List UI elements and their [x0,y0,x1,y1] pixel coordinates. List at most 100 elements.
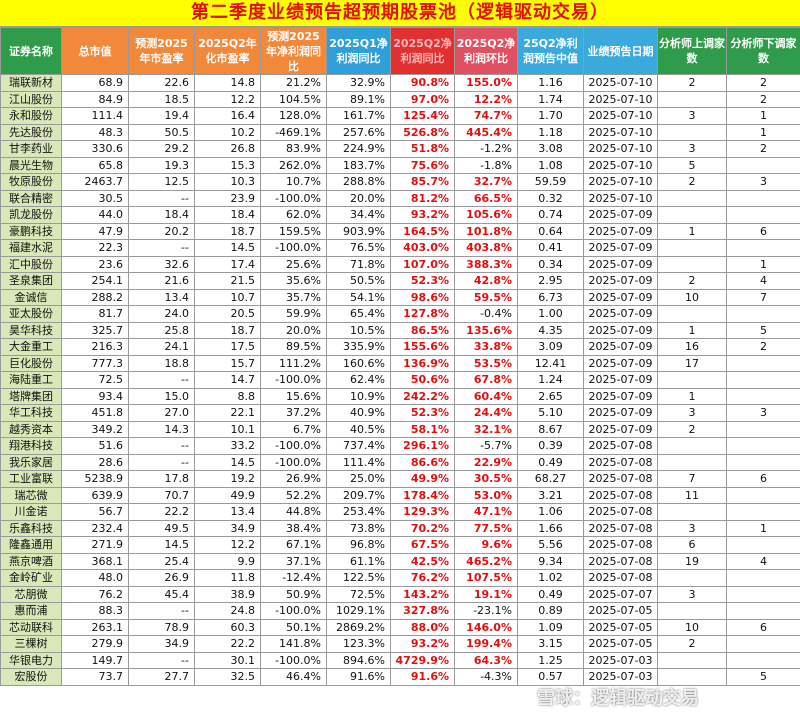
table-cell: 89.1% [326,90,391,108]
table-cell: 2869.2% [326,618,391,636]
table-cell: 14.5 [194,453,261,471]
table-cell: 豪鹏科技 [0,222,62,240]
table-row[interactable]: 华工科技 451.8 27.0 22.1 37.2% 40.9% 52.3% 24.4% 5.1… [0,404,800,422]
table-cell: 107.5% [454,569,518,587]
table-cell: 22.2 [128,503,195,521]
table-cell: 金岭矿业 [0,569,62,587]
table-row[interactable]: 宏股份 73.7 27.7 32.5 46.4% 91.6% 91.6% -4.3% 0.57 2… [0,668,800,686]
table-cell: 4.35 [517,321,584,339]
header-cell[interactable]: 预测2025年市盈率 [128,27,195,75]
table-row[interactable]: 燕京啤酒 368.1 25.4 9.9 37.1% 61.1% 42.5% 465.2% 9.3… [0,552,800,570]
table-row[interactable]: 海陆重工 72.5 -- 14.7 -100.0% 62.4% 50.6% 67.8% 1.24… [0,371,800,389]
table-row[interactable]: 金诚信 288.2 13.4 10.7 35.7% 54.1% 98.6% 59.5% 6.73… [0,288,800,306]
table-cell: 10.2 [194,123,261,141]
table-row[interactable]: 乐鑫科技 232.4 49.5 34.9 38.4% 73.8% 70.2% 77.5% 1.6… [0,519,800,537]
table-row[interactable]: 隆鑫通用 271.9 14.5 12.2 67.1% 96.8% 67.5% 9.6% 5.56… [0,536,800,554]
table-cell [657,305,727,323]
table-cell: 65.8 [61,156,129,174]
table-row[interactable]: 惠而浦 88.3 -- 24.8 -100.0% 1029.1% 327.8% -23.1% 0… [0,602,800,620]
table-cell: 164.5% [390,222,455,240]
table-cell: 11 [657,486,727,504]
table-cell: -100.0% [260,602,327,620]
table-row[interactable]: 凯龙股份 44.0 18.4 18.4 62.0% 34.4% 93.2% 105.6% 0.7… [0,206,800,224]
table-cell: 华工科技 [0,404,62,422]
table-cell: 53.0% [454,486,518,504]
table-cell: 17 [657,354,727,372]
table-row[interactable]: 芯动联科 263.1 78.9 60.3 50.1% 2869.2% 88.0% 146.0%… [0,618,800,636]
table-cell: 2 [657,635,727,653]
table-cell [657,206,727,224]
table-row[interactable]: 晨光生物 65.8 19.3 15.3 262.0% 183.7% 75.6% -1.8% 1.… [0,156,800,174]
table-row[interactable]: 联合精密 30.5 -- 23.9 -100.0% 20.0% 81.2% 66.5% 0.32… [0,189,800,207]
header-cell[interactable]: 2025Q2净利润同比 [390,27,455,75]
table-row[interactable]: 汇中股份 23.6 32.6 17.4 25.6% 71.8% 107.0% 388.3% 0.… [0,255,800,273]
table-row[interactable]: 先达股份 48.3 50.5 10.2 -469.1% 257.6% 526.8% 445.4… [0,123,800,141]
table-row[interactable]: 金岭矿业 48.0 26.9 11.8 -12.4% 122.5% 76.2% 107.5% 1… [0,569,800,587]
table-cell: 23.9 [194,189,261,207]
table-cell: 5238.9 [61,470,129,488]
table-row[interactable]: 圣泉集团 254.1 21.6 21.5 35.6% 50.5% 52.3% 42.8% 2.9… [0,272,800,290]
table-row[interactable]: 巨化股份 777.3 18.8 15.7 111.2% 160.6% 136.9% 53.5%… [0,354,800,372]
table-row[interactable]: 三棵树 279.9 34.9 22.2 141.8% 123.3% 93.2% 199.4% 3… [0,635,800,653]
table-row[interactable]: 亚太股份 81.7 24.0 20.5 59.9% 65.4% 127.8% -0.4% 1.0… [0,305,800,323]
table-row[interactable]: 福建水泥 22.3 -- 14.5 -100.0% 76.5% 403.0% 403.8% 0.… [0,239,800,257]
header-cell[interactable]: 分析师下调家数 [726,27,800,75]
header-cell[interactable]: 预测2025年净利润同比 [260,27,327,75]
header-cell[interactable]: 分析师上调家数 [657,27,727,75]
table-cell: 27.7 [128,668,195,686]
header-cell[interactable]: 2025Q2年化市盈率 [194,27,261,75]
table-cell: 32.5 [194,668,261,686]
header-cell[interactable]: 25Q2净利润预告中值 [517,27,584,75]
table-row[interactable]: 塔牌集团 93.4 15.0 8.8 15.6% 10.9% 242.2% 60.4% 2.65… [0,387,800,405]
table-cell: 2025-07-09 [583,255,658,273]
table-row[interactable]: 豪鹏科技 47.9 20.2 18.7 159.5% 903.9% 164.5% 101.8%… [0,222,800,240]
table-row[interactable]: 甘李药业 330.6 29.2 26.8 83.9% 224.9% 51.8% -1.2% 3.… [0,140,800,158]
table-row[interactable]: 昊华科技 325.7 25.8 18.7 20.0% 10.5% 86.5% 135.6% 4.… [0,321,800,339]
table-cell: 90.8% [390,74,455,92]
table-cell: 89.5% [260,338,327,356]
table-cell: 15.0 [128,387,195,405]
table-cell: 21.2% [260,74,327,92]
table-row[interactable]: 越秀资本 349.2 14.3 10.1 6.7% 40.5% 58.1% 32.1% 8.67… [0,420,800,438]
table-cell: 296.1% [390,437,455,455]
table-row[interactable]: 芯朋微 76.2 45.4 38.9 50.9% 72.5% 143.2% 19.1% 0.49… [0,585,800,603]
header-cell[interactable]: 证券名称 [0,27,62,75]
table-cell: 13.4 [194,503,261,521]
table-cell: 32.7% [454,173,518,191]
header-cell[interactable]: 业绩预告日期 [583,27,658,75]
table-cell: 27.0 [128,404,195,422]
table-cell: -12.4% [260,569,327,587]
table-cell: -4.3% [454,668,518,686]
table-row[interactable]: 牧原股份 2463.7 12.5 10.3 10.7% 288.8% 85.7% 32.7% 5… [0,173,800,191]
header-cell[interactable]: 2025Q2净利润环比 [454,27,518,75]
table-cell: 2025-07-05 [583,618,658,636]
table-cell: -- [128,437,195,455]
table-cell [657,123,727,141]
table-cell: 71.8% [326,255,391,273]
table-cell: 32.6 [128,255,195,273]
table-row[interactable]: 瑞芯微 639.9 70.7 49.9 52.2% 209.7% 178.4% 53.0% 3.… [0,486,800,504]
header-cell[interactable]: 2025Q1净利润同比 [326,27,391,75]
table-cell: 81.2% [390,189,455,207]
table-cell: 19 [657,552,727,570]
table-cell [726,585,800,603]
table-cell [726,206,800,224]
table-cell: 1.09 [517,618,584,636]
table-row[interactable]: 永和股份 111.4 19.4 16.4 128.0% 161.7% 125.4% 74.7%… [0,107,800,125]
table-row[interactable]: 江山股份 84.9 18.5 12.2 104.5% 89.1% 97.0% 12.2% 1.7… [0,90,800,108]
table-row[interactable]: 瑞联新材 68.9 22.6 14.8 21.2% 32.9% 90.8% 155.0% 1.1… [0,74,800,92]
table-cell: 2025-07-08 [583,503,658,521]
table-row[interactable]: 翔港科技 51.6 -- 33.2 -100.0% 737.4% 296.1% -5.7% 0.… [0,437,800,455]
table-cell: 10.1 [194,420,261,438]
table-row[interactable]: 工业富联 5238.9 17.8 19.2 26.9% 25.0% 49.9% 30.5% 68… [0,470,800,488]
table-cell: 25.0% [326,470,391,488]
table-row[interactable]: 华银电力 149.7 -- 30.1 -100.0% 894.6% 4729.9% 64.3%… [0,651,800,669]
table-row[interactable]: 大金重工 216.3 24.1 17.5 89.5% 335.9% 155.6% 33.8% 3… [0,338,800,356]
table-cell: 3 [657,519,727,537]
table-cell: 2 [657,74,727,92]
table-row[interactable]: 我乐家居 28.6 -- 14.5 -100.0% 111.4% 86.6% 22.9% 0.4… [0,453,800,471]
header-cell[interactable]: 总市值 [61,27,129,75]
table-cell: 49.5 [128,519,195,537]
table-row[interactable]: 川金诺 56.7 22.2 13.4 44.8% 253.4% 129.3% 47.1% 1.0… [0,503,800,521]
table-cell: 2025-07-09 [583,354,658,372]
